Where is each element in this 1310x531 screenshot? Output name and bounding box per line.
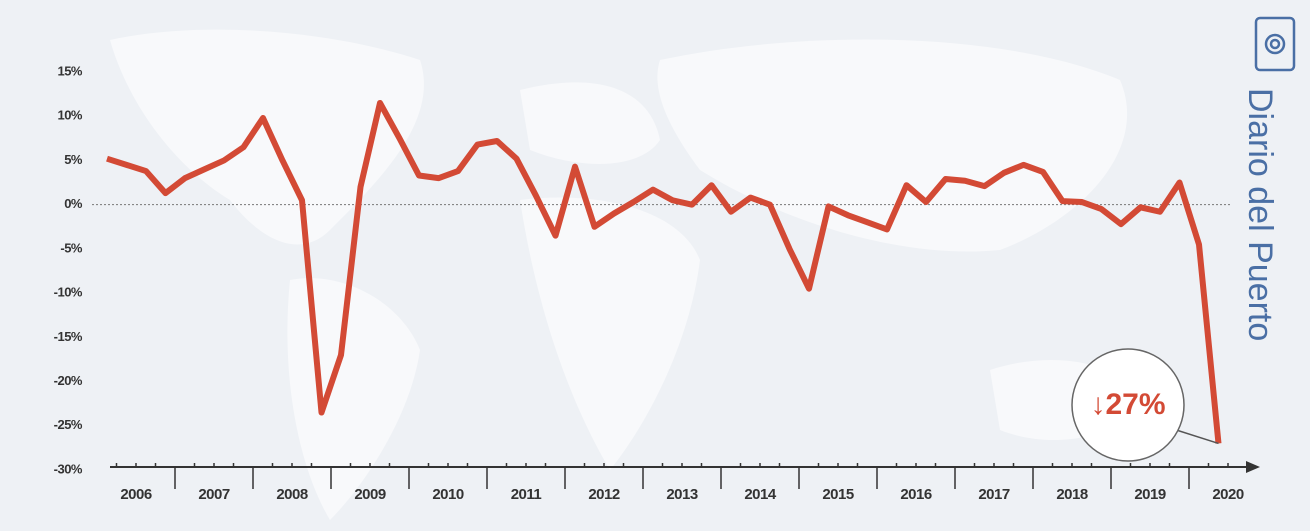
y-tick-label: 0% [64,196,83,211]
world-map [110,29,1140,520]
x-tick-label: 2009 [354,486,386,503]
x-tick-label: 2018 [1056,486,1088,503]
x-tick-label: 2016 [900,486,932,503]
camera-icon [1254,16,1296,72]
y-tick-label: -10% [54,285,83,300]
watermark: Diario del Puerto [1241,88,1279,341]
x-tick-label: 2020 [1212,486,1244,503]
y-tick-label: -30% [54,461,83,476]
annotation: ↓27% [1090,388,1165,421]
x-tick-label: 2014 [744,486,777,503]
x-tick-label: 2011 [511,486,542,503]
x-tick-label: 2007 [198,486,230,503]
x-tick-label: 2010 [432,486,464,503]
y-tick-label: 15% [57,63,82,78]
x-axis-arrow [1246,461,1260,473]
y-tick-label: -25% [54,417,83,432]
y-tick-label: 5% [64,152,83,167]
x-tick-label: 2008 [276,486,308,503]
y-tick-label: -5% [60,240,83,255]
annotation-circle [1071,348,1185,462]
x-tick-label: 2019 [1134,486,1166,503]
x-tick-label: 2017 [978,486,1010,503]
x-tick-label: 2015 [822,486,854,503]
data-line [106,99,1222,444]
y-tick-label: 10% [57,108,82,123]
y-tick-label: -15% [54,329,83,344]
x-tick-label: 2006 [120,486,152,503]
x-tick-label: 2013 [666,486,698,503]
y-tick-label: -20% [54,373,83,388]
x-tick-label: 2012 [588,486,620,503]
